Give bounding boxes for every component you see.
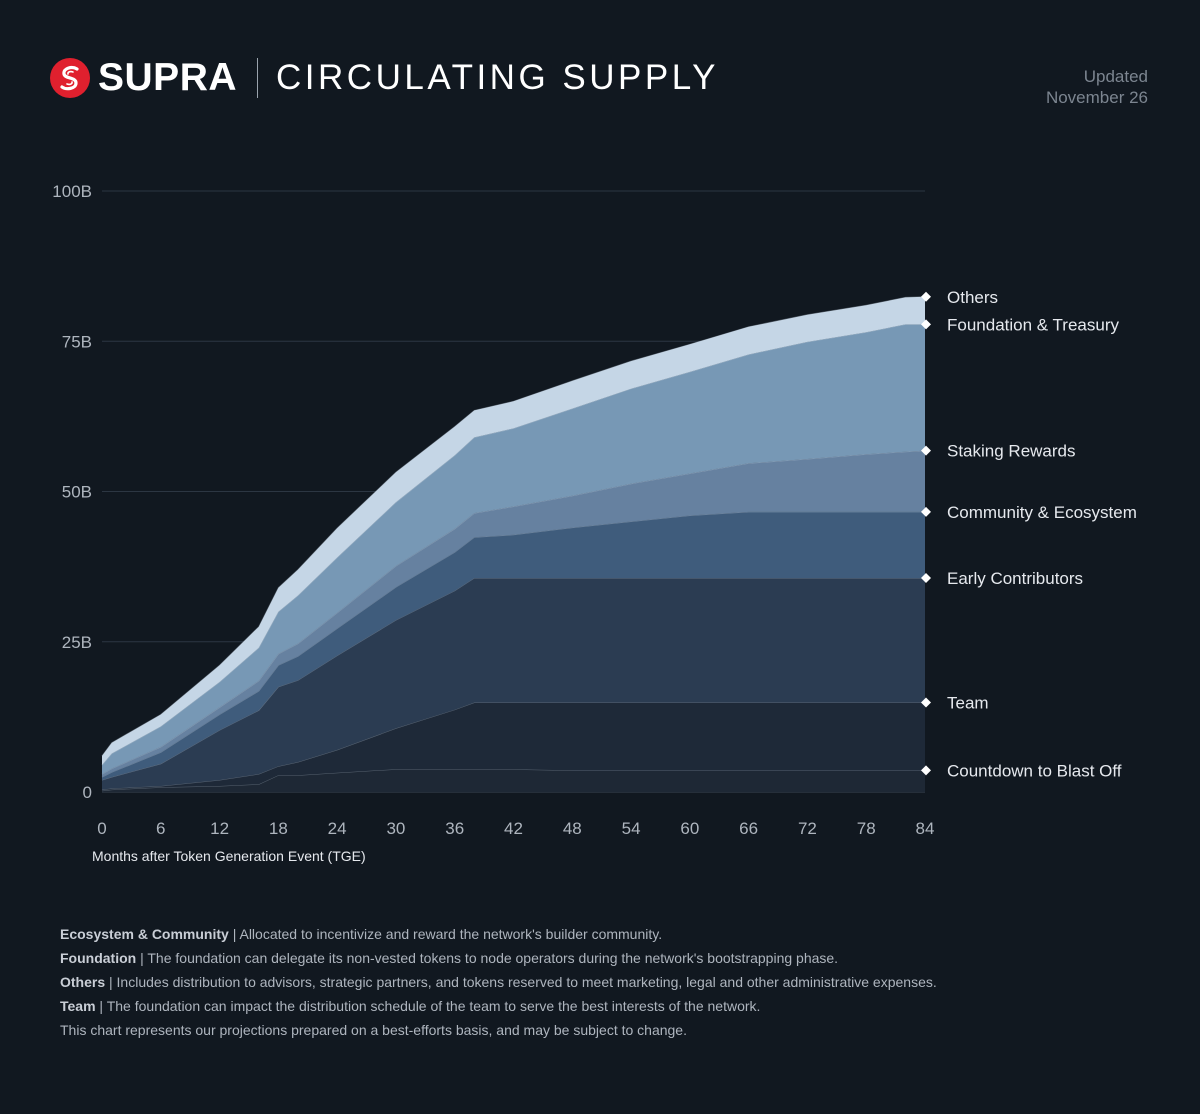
supra-logo-icon (50, 58, 90, 98)
community-ecosystem-area (102, 511, 925, 780)
note-row: Others | Includes distribution to adviso… (60, 974, 937, 990)
series-end-marker (921, 319, 931, 330)
supply-chart: 0 25B 50B 75B 100B 0 6 12 18 24 30 36 42 48 54 60 66 72 7… (52, 182, 1137, 864)
y-tick-label: 75B (62, 332, 92, 351)
x-axis-label: Months after Token Generation Event (TGE… (92, 848, 366, 864)
team-area (102, 702, 925, 791)
note-label: Others (60, 974, 106, 990)
x-tick-label: 36 (445, 819, 464, 838)
series-end-marker (921, 573, 931, 584)
foundation-treasury-area (102, 324, 925, 774)
header: SUPRA CIRCULATING SUPPLY (50, 56, 719, 100)
disclaimer: This chart represents our projections pr… (60, 1022, 687, 1038)
updated-info: Updated November 26 (1046, 66, 1148, 108)
note-text: Allocated to incentivize and reward the … (239, 926, 663, 942)
staking-rewards-area (102, 450, 925, 777)
x-tick-label: 6 (156, 819, 165, 838)
x-tick-label: 78 (857, 819, 876, 838)
x-tick-label: 60 (680, 819, 699, 838)
note-text: Includes distribution to advisors, strat… (116, 974, 937, 990)
updated-date: November 26 (1045, 88, 1148, 107)
x-tick-label: 0 (97, 819, 106, 838)
series-label: Others (947, 288, 998, 307)
series-label: Community & Ecosystem (947, 503, 1137, 522)
note-text: The foundation can impact the distributi… (106, 998, 761, 1014)
y-tick-label: 100B (52, 182, 92, 201)
series-label: Countdown to Blast Off (947, 761, 1122, 780)
x-tick-label: 48 (563, 819, 582, 838)
y-axis: 0 25B 50B 75B 100B (52, 182, 92, 802)
y-tick-label: 0 (83, 783, 92, 802)
series-end-marker (921, 445, 931, 456)
note-label: Foundation (60, 950, 137, 966)
updated-label: Updated (1083, 67, 1148, 86)
page-title: CIRCULATING SUPPLY (276, 58, 719, 97)
series-boundary-line (101, 450, 926, 775)
note-label: Ecosystem & Community (60, 926, 229, 942)
x-tick-label: 12 (210, 819, 229, 838)
series-end-marker (921, 291, 931, 302)
x-tick-label: 84 (916, 819, 935, 838)
series-label: Team (947, 693, 989, 712)
y-tick-label: 50B (62, 483, 92, 502)
note-row: Ecosystem & Community | Allocated to inc… (60, 926, 663, 942)
note-row: Foundation | The foundation can delegate… (60, 950, 839, 966)
x-tick-label: 42 (504, 819, 523, 838)
note-label: Team (60, 998, 96, 1014)
brand-name: SUPRA (98, 56, 238, 99)
stacked-areas (101, 296, 926, 792)
series-boundary-line (101, 296, 926, 757)
y-tick-label: 25B (62, 633, 92, 652)
x-tick-label: 66 (739, 819, 758, 838)
series-label: Early Contributors (947, 569, 1083, 588)
x-tick-label: 72 (798, 819, 817, 838)
x-tick-label: 30 (386, 819, 405, 838)
countdown-area (102, 769, 925, 792)
early-contributors-area (102, 578, 925, 790)
x-axis: 0 6 12 18 24 30 36 42 48 54 60 66 72 78 84 (97, 819, 934, 838)
series-labels: Countdown to Blast Off Team Early Contribu… (921, 288, 1137, 780)
series-end-marker (921, 506, 931, 517)
x-tick-label: 54 (622, 819, 641, 838)
x-tick-label: 24 (328, 819, 347, 838)
x-tick-label: 18 (269, 819, 288, 838)
series-label: Foundation & Treasury (947, 315, 1119, 334)
note-text: The foundation can delegate its non-vest… (147, 950, 839, 966)
note-row: Team | The foundation can impact the dis… (60, 998, 761, 1014)
series-end-marker (921, 765, 931, 776)
series-label: Staking Rewards (947, 442, 1076, 461)
series-end-marker (921, 697, 931, 708)
footnotes: Ecosystem & Community | Allocated to inc… (60, 922, 937, 1042)
header-divider (257, 58, 259, 98)
